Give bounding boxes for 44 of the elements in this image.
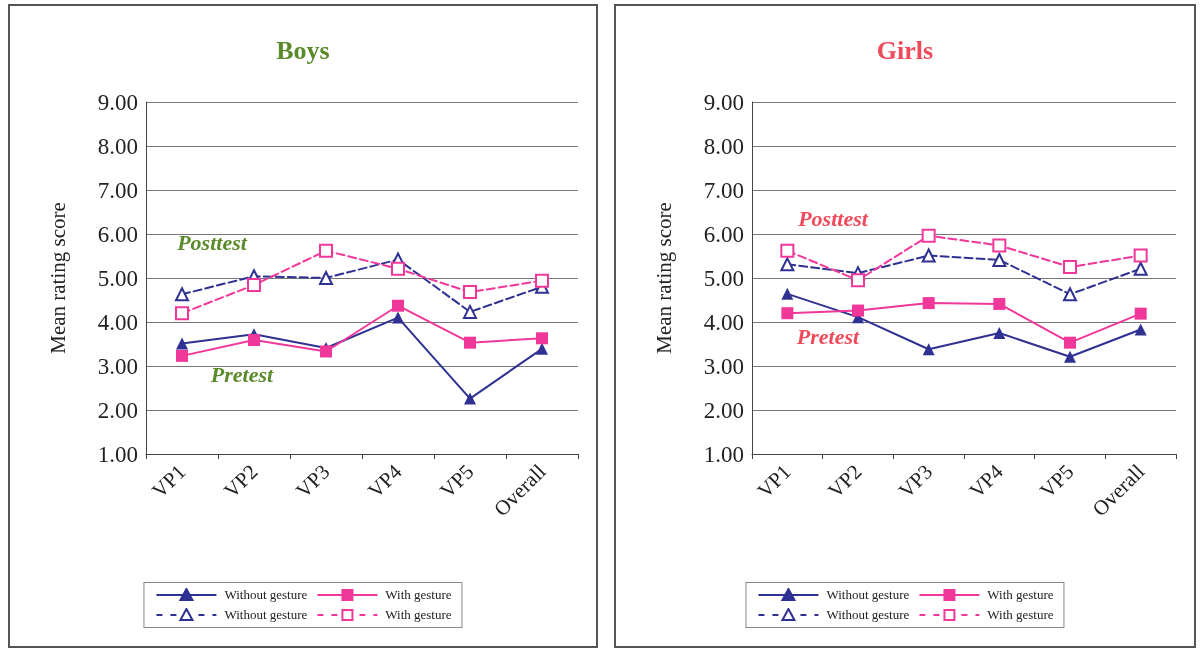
y-tick-label: 8.00 bbox=[97, 133, 138, 159]
y-tick-label: 2.00 bbox=[97, 397, 138, 423]
chart-title: Girls bbox=[876, 35, 934, 65]
legend-label: With gesture bbox=[385, 587, 452, 603]
annotation: Pretest bbox=[209, 361, 275, 387]
y-axis-title: Mean rating score bbox=[45, 202, 70, 354]
legend-label: Without gesture bbox=[224, 587, 308, 603]
y-tick-label: 1.00 bbox=[703, 441, 744, 467]
y-tick-label: 4.00 bbox=[97, 309, 138, 335]
legend-label: Without gesture bbox=[224, 607, 308, 623]
x-tick-label: VP2 bbox=[219, 459, 263, 503]
y-axis-title: Mean rating score bbox=[651, 202, 676, 354]
y-tick-label: 2.00 bbox=[703, 397, 744, 423]
y-tick-label: 9.00 bbox=[97, 89, 138, 115]
legend-label: Without gesture bbox=[826, 607, 910, 623]
legend-label: With gesture bbox=[987, 587, 1054, 603]
annotation: Pretest bbox=[795, 323, 861, 349]
legend-label: With gesture bbox=[987, 607, 1054, 623]
legend-label: With gesture bbox=[385, 607, 452, 623]
y-tick-label: 4.00 bbox=[703, 309, 744, 335]
x-tick-label: VP1 bbox=[752, 459, 796, 503]
x-tick-label: VP2 bbox=[823, 459, 867, 503]
y-tick-label: 7.00 bbox=[97, 177, 138, 203]
legend-label: Without gesture bbox=[826, 587, 910, 603]
y-tick-label: 6.00 bbox=[703, 221, 744, 247]
x-tick-label: VP5 bbox=[435, 459, 479, 503]
x-tick-label: VP1 bbox=[147, 459, 191, 503]
y-tick-label: 3.00 bbox=[97, 353, 138, 379]
y-tick-label: 5.00 bbox=[97, 265, 138, 291]
x-tick-label: VP3 bbox=[291, 459, 335, 503]
x-tick-label: VP4 bbox=[964, 459, 1009, 503]
x-tick-label: VP3 bbox=[893, 459, 938, 503]
y-tick-label: 1.00 bbox=[97, 441, 138, 467]
x-tick-label: VP5 bbox=[1035, 459, 1079, 503]
y-tick-label: 5.00 bbox=[703, 265, 744, 291]
y-tick-label: 6.00 bbox=[97, 221, 138, 247]
chart-title: Boys bbox=[276, 35, 330, 65]
y-tick-label: 7.00 bbox=[703, 177, 744, 203]
x-tick-label: VP4 bbox=[363, 459, 407, 503]
y-tick-label: 8.00 bbox=[703, 133, 744, 159]
y-tick-label: 3.00 bbox=[703, 353, 744, 379]
annotation: Posttest bbox=[797, 205, 869, 231]
y-tick-label: 9.00 bbox=[703, 89, 744, 115]
annotation: Posttest bbox=[176, 229, 248, 255]
